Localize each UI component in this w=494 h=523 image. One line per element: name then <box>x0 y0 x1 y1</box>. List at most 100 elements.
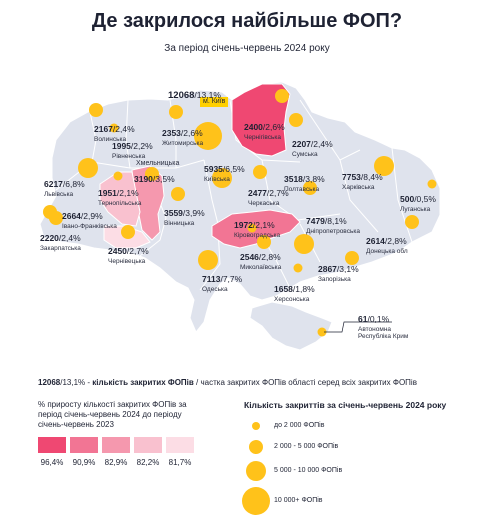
bubble-volyn <box>89 103 103 117</box>
kirovohrad-name: Кіровоградська <box>234 231 281 239</box>
bubble-zakarpattia <box>49 211 63 225</box>
lviv-value: 6217 <box>44 179 63 189</box>
bubble-poltava <box>303 181 317 195</box>
bubble-khmelnytskyi <box>145 167 159 181</box>
kyiv-city-tag: м. Київ <box>200 97 229 107</box>
label-kirovohrad: 1972/2,1% Кіровоградська <box>234 216 280 240</box>
kharkiv-name: Харківська <box>342 183 375 191</box>
vinnytsia-name: Вінницька <box>164 219 195 227</box>
zhytomyr-value: 2353 <box>162 128 181 138</box>
bubble-lviv <box>78 158 98 178</box>
label-khmelnytskyi: 3190/3,5% <box>134 170 175 187</box>
rivne-value: 1995 <box>112 141 131 151</box>
ternopil-region <box>99 171 141 227</box>
bubble-kyiv-oblast <box>212 168 232 188</box>
vinnytsia-pct: /3,9% <box>182 208 205 218</box>
odesa-pct: /7,7% <box>220 274 243 284</box>
swatch-3-label: 82,9% <box>104 458 128 467</box>
label-kharkiv: 7753/8,4% Харківська <box>342 168 383 192</box>
label-rivne: 1995/2,2% Рівненська <box>112 137 153 161</box>
rivne-pct: /2,2% <box>130 141 153 151</box>
label-donetsk: 2614/2,8% Донецька обл <box>366 232 408 256</box>
odesa-name: Одеська <box>202 285 228 293</box>
label-ternopil: 1951/2,1% Тернопільська <box>98 184 141 208</box>
size-legend-circle-medium <box>249 440 263 454</box>
ivano-frankivsk-name: Івано-Франківська <box>62 222 117 230</box>
kharkiv-pct: /8,4% <box>360 172 383 182</box>
label-chernivtsi: 2450/2,7% Чернівецька <box>108 242 149 266</box>
bubble-layer <box>43 89 437 337</box>
poltava-name: Полтавська <box>284 185 320 193</box>
bubble-kherson <box>293 263 303 273</box>
legend-explanation: 12068/13,1% - кількість закритих ФОПів /… <box>38 378 417 387</box>
ukraine-outline <box>39 81 441 333</box>
chernihiv-name: Чернігівська <box>244 133 282 141</box>
chernihiv-value: 2400 <box>244 122 263 132</box>
donetsk-pct: /2,8% <box>384 236 407 246</box>
zhytomyr-pct: /2,6% <box>180 128 203 138</box>
swatch-4 <box>134 437 162 453</box>
bubble-dnipro <box>294 234 314 254</box>
zaporizhzhia-value: 2867 <box>318 264 337 274</box>
sumy-name: Сумська <box>292 150 318 158</box>
swatch-3 <box>102 437 130 453</box>
bubble-donetsk <box>405 215 419 229</box>
chernivtsi-pct: /2,7% <box>126 246 149 256</box>
volyn-name: Волинська <box>94 135 127 143</box>
poltava-value: 3518 <box>284 174 303 184</box>
mykolaiv-pct: /2,8% <box>258 252 281 262</box>
label-zakarpattia: 2220/2,4% Закарпатська <box>40 229 81 253</box>
donetsk-name: Донецька обл <box>366 247 408 255</box>
swatch-4-label: 82,2% <box>136 458 160 467</box>
kyiv-city-value: 12068 <box>168 90 195 101</box>
khmelnytskyi-value: 3190 <box>134 174 153 184</box>
cherkasy-name: Черкаська <box>248 199 280 207</box>
luhansk-value: 500 <box>400 194 415 204</box>
sumy-value: 2207 <box>292 139 311 149</box>
kyiv-oblast-value: 5935 <box>204 164 223 174</box>
label-poltava: 3518/3,8% Полтавська <box>284 170 325 194</box>
label-lviv: 6217/6,8% Львівська <box>44 175 85 199</box>
bubble-chernivtsi <box>121 225 135 239</box>
lviv-pct: /6,8% <box>62 179 85 189</box>
mykolaiv-value: 2546 <box>240 252 259 262</box>
size-legend-circle-xlarge <box>242 487 270 515</box>
label-crimea: 61/0,1% Автономна Республіка Крим <box>358 310 418 340</box>
label-kyiv-city: 12068/13,1% <box>168 86 221 103</box>
explain-example-value: 12068 <box>38 378 61 387</box>
bubble-zaporizhzhia <box>345 251 359 265</box>
sumy-pct: /2,4% <box>310 139 333 149</box>
size-legend-label-3: 5 000 - 10 000 ФОПів <box>274 467 343 474</box>
zakarpattia-pct: /2,4% <box>58 233 81 243</box>
explain-dash: - <box>85 378 93 387</box>
bubble-chernihiv <box>275 89 289 103</box>
zaporizhzhia-name: Запорізька <box>318 275 351 283</box>
bubble-kirovohrad <box>247 223 257 233</box>
swatch-2-label: 90,9% <box>72 458 96 467</box>
crimea-value: 61 <box>358 314 368 324</box>
swatch-5-label: 81,7% <box>168 458 192 467</box>
swatch-1 <box>38 437 66 453</box>
zaporizhzhia-pct: /3,1% <box>336 264 359 274</box>
swatch-5 <box>166 437 194 453</box>
swatch-2 <box>70 437 98 453</box>
crimea-outline <box>249 301 333 351</box>
kherson-pct: /1,8% <box>292 284 315 294</box>
chernivtsi-value: 2450 <box>108 246 127 256</box>
kyiv-oblast-pct: /6,5% <box>222 164 245 174</box>
kirovohrad-pct: /2,1% <box>252 220 275 230</box>
label-kherson: 1658/1,8% Херсонська <box>274 280 315 304</box>
ternopil-name: Тернопільська <box>98 199 142 207</box>
explain-rest: / частка закритих ФОПів області серед вс… <box>193 378 417 387</box>
size-legend-label-2: 2 000 - 5 000 ФОПів <box>274 443 339 450</box>
bubble-kyiv-city <box>194 122 222 150</box>
ivano-frankivsk-pct: /2,9% <box>80 211 103 221</box>
luhansk-name: Луганська <box>400 205 431 213</box>
lviv-name: Львівська <box>44 190 74 198</box>
ternopil-pct: /2,1% <box>116 188 139 198</box>
cherkasy-pct: /2,7% <box>266 188 289 198</box>
label-vinnytsia: 3559/3,9% Вінницька <box>164 204 205 228</box>
dnipro-pct: /8,1% <box>324 216 347 226</box>
dnipro-name: Дніпропетровська <box>306 227 360 235</box>
label-volyn: 2167/2,4% Волинська <box>94 120 135 144</box>
